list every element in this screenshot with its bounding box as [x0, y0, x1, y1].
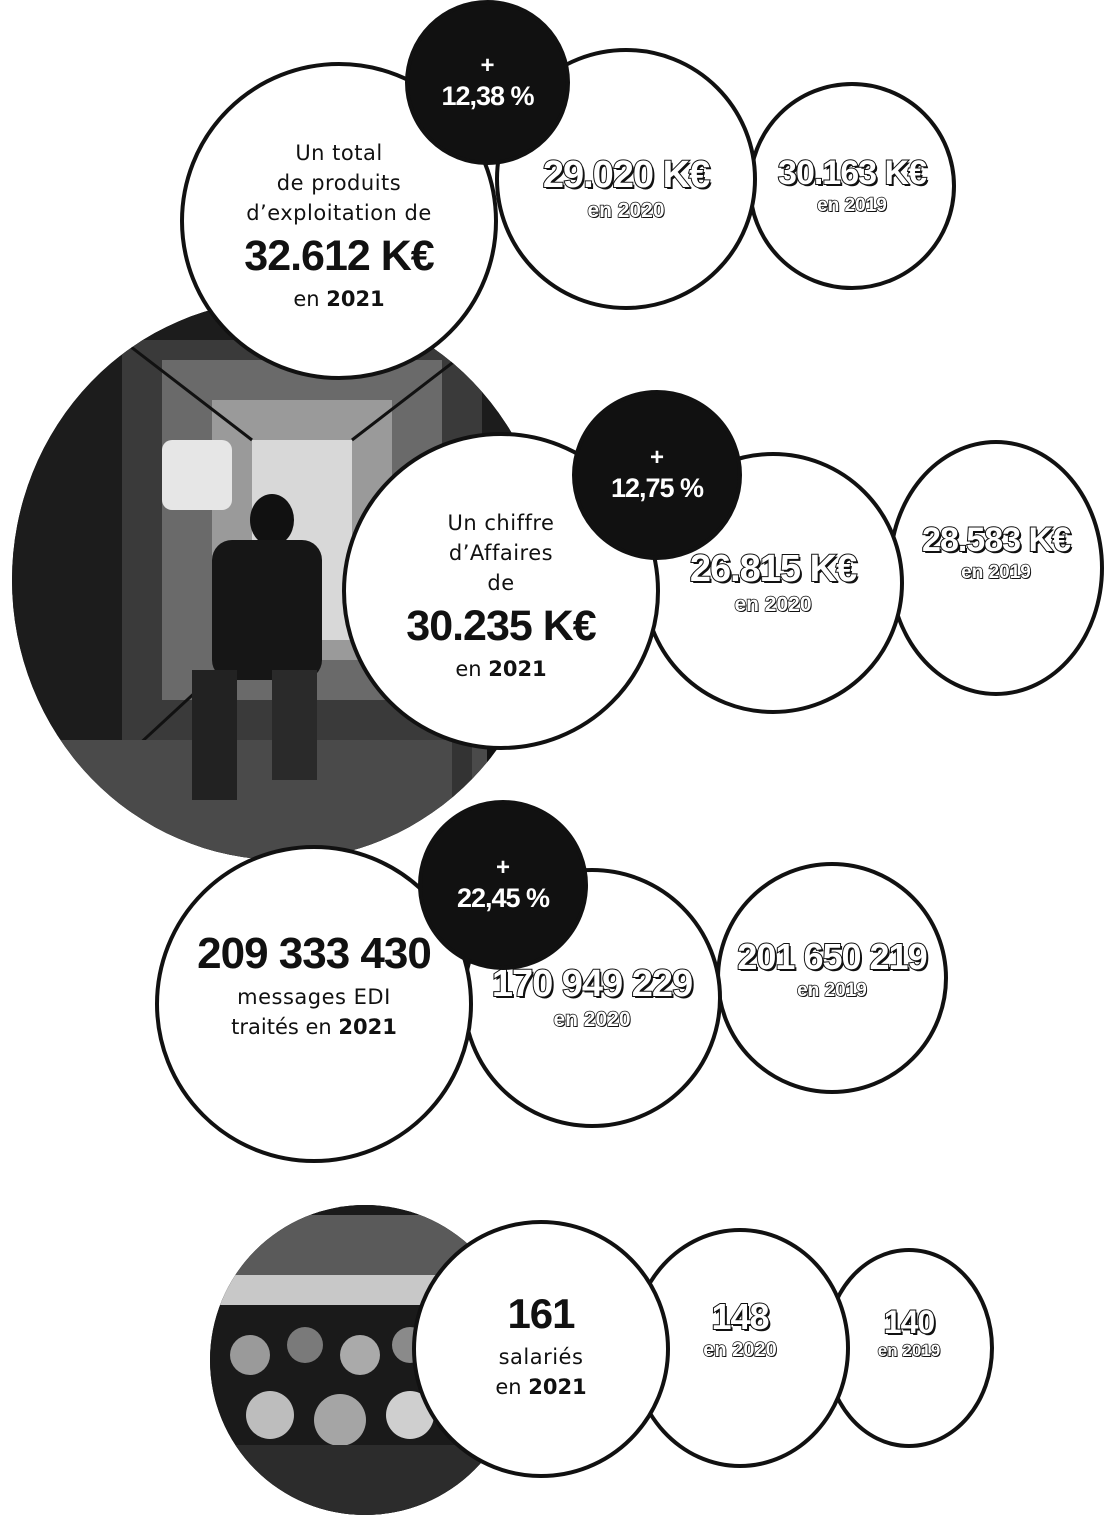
main-value: 32.612 K€ [244, 232, 434, 280]
prev1-year: en 2020 [703, 1338, 778, 1362]
prev1-value: 148 [710, 1296, 770, 1338]
main-label-line-1: Un total [295, 141, 383, 165]
main-circle-salaries: 161 salariés en 2021 [412, 1220, 670, 1478]
badge-plus: + [649, 444, 664, 471]
prev2-value: 30.163 K€ [777, 153, 928, 193]
main-label-line-1: salariés [498, 1345, 584, 1369]
badge-percent: 22,45 % [456, 883, 550, 913]
main-label-line-2: de produits [276, 171, 402, 195]
crowd-photo-icon [210, 1205, 520, 1515]
main-year: en 2021 [293, 287, 385, 311]
badge-plus: + [480, 51, 495, 79]
growth-badge-edi: + 22,45 % [418, 800, 588, 970]
prev2-circle-salaries: 140 en 2019 [824, 1248, 994, 1448]
prev2-circle-edi: 201 650 219 en 2019 [716, 862, 948, 1094]
prev2-year: en 2019 [816, 194, 887, 217]
main-value: 161 [507, 1290, 575, 1337]
prev1-value: 170 949 229 [491, 962, 694, 1006]
prev2-year: en 2019 [796, 979, 867, 1002]
prev1-year: en 2020 [734, 592, 813, 617]
prev1-year: en 2020 [587, 198, 666, 223]
badge-percent: 12,75 % [610, 473, 704, 503]
main-value: 30.235 K€ [406, 602, 596, 650]
main-label-line-3: d’exploitation de [246, 201, 432, 225]
main-label-line-1: Un chiffre [447, 511, 555, 535]
prev1-value: 29.020 K€ [542, 153, 711, 197]
growth-badge-ca: + 12,75 % [572, 390, 742, 560]
main-value: 209 333 430 [197, 929, 432, 978]
main-label-line-2: d’Affaires [448, 541, 554, 565]
main-year: traités en 2021 [231, 1015, 397, 1039]
main-year: en 2021 [455, 657, 547, 681]
prev1-year: en 2020 [553, 1007, 632, 1032]
prev2-value: 28.583 K€ [921, 520, 1072, 560]
prev2-value: 201 650 219 [736, 935, 928, 978]
prev2-year: en 2019 [877, 1340, 941, 1361]
main-label-line-1: messages EDI [237, 985, 391, 1009]
badge-percent: 12,38 % [441, 80, 534, 111]
prev1-value: 26.815 K€ [689, 547, 858, 591]
growth-badge-produits: + 12,38 % [405, 0, 570, 165]
badge-plus: + [495, 854, 510, 881]
main-label-line-3: de [487, 571, 515, 595]
prev2-value: 140 [883, 1303, 936, 1341]
main-year: en 2021 [495, 1375, 587, 1399]
prev2-circle-ca: 28.583 K€ en 2019 [888, 440, 1104, 696]
prev2-circle-produits: 30.163 K€ en 2019 [748, 82, 956, 290]
prev2-year: en 2019 [960, 561, 1031, 584]
